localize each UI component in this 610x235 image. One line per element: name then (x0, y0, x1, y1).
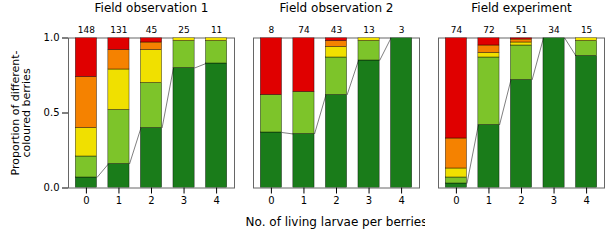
svg-text:Field observation 1: Field observation 1 (95, 1, 209, 15)
svg-text:0.0: 0.0 (44, 182, 60, 193)
svg-text:1: 1 (301, 195, 307, 206)
svg-text:148: 148 (78, 25, 95, 35)
svg-text:1: 1 (116, 195, 122, 206)
svg-text:1.0: 1.0 (44, 32, 60, 43)
svg-text:72: 72 (483, 25, 494, 35)
svg-text:34: 34 (548, 25, 560, 35)
svg-text:Proportion of different-colour: Proportion of different-coloured berries (9, 50, 33, 175)
svg-text:2: 2 (148, 195, 154, 206)
svg-text:2: 2 (518, 195, 524, 206)
svg-text:13: 13 (363, 25, 374, 35)
svg-text:3: 3 (181, 195, 187, 206)
svg-text:25: 25 (178, 25, 189, 35)
svg-text:131: 131 (110, 25, 127, 35)
svg-text:0: 0 (268, 195, 274, 206)
svg-text:4: 4 (398, 195, 404, 206)
svg-text:8: 8 (269, 25, 275, 35)
svg-text:11: 11 (211, 25, 222, 35)
svg-text:45: 45 (146, 25, 157, 35)
svg-text:No. of living larvae per berri: No. of living larvae per berries (246, 215, 425, 229)
svg-text:1: 1 (486, 195, 492, 206)
svg-text:0: 0 (83, 195, 89, 206)
svg-text:74: 74 (298, 25, 310, 35)
svg-text:43: 43 (331, 25, 342, 35)
svg-text:3: 3 (551, 195, 557, 206)
svg-text:Field observation 2: Field observation 2 (280, 1, 394, 15)
svg-text:0.5: 0.5 (44, 107, 60, 118)
svg-text:Field experiment: Field experiment (471, 1, 572, 15)
svg-text:15: 15 (581, 25, 592, 35)
svg-text:4: 4 (213, 195, 219, 206)
svg-text:4: 4 (583, 195, 589, 206)
svg-text:74: 74 (451, 25, 463, 35)
svg-text:0: 0 (453, 195, 459, 206)
svg-text:3: 3 (366, 195, 372, 206)
svg-text:2: 2 (333, 195, 339, 206)
svg-text:51: 51 (516, 25, 527, 35)
svg-text:3: 3 (399, 25, 405, 35)
